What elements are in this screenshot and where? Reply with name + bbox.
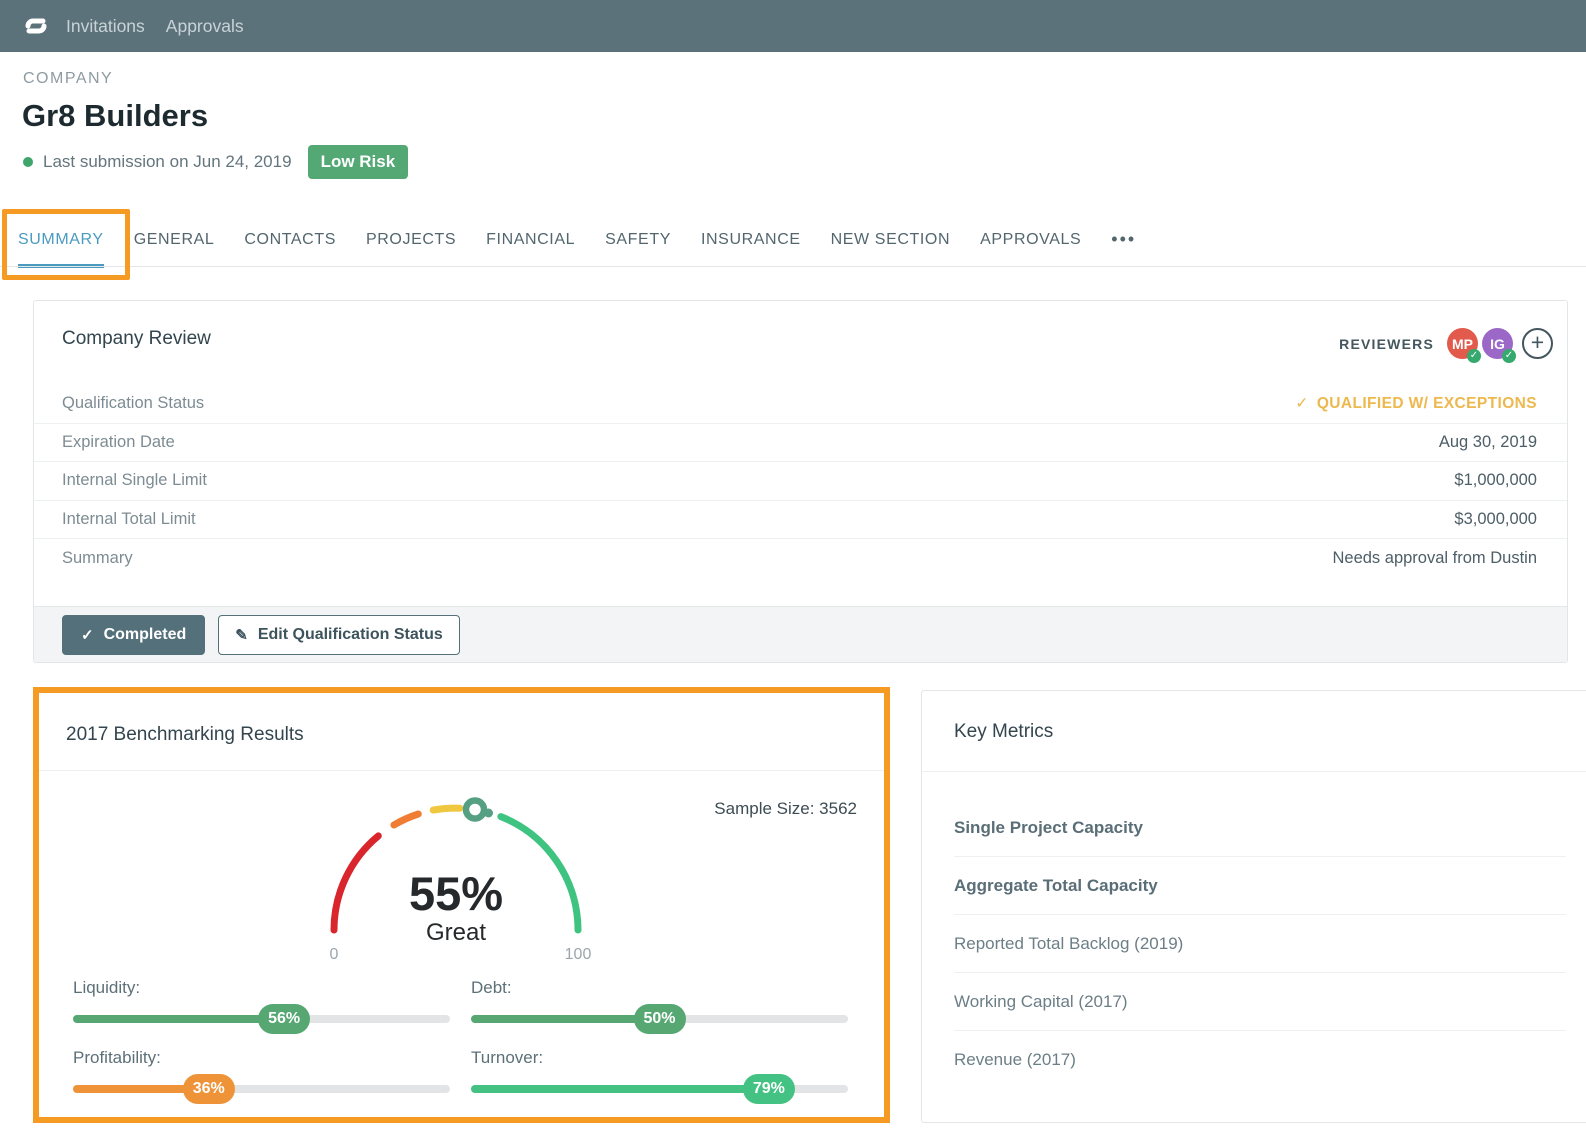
row-value: Needs approval from Dustin [1332,549,1537,568]
list-item-reported-total-backlog[interactable]: Reported Total Backlog (2019) [954,915,1566,973]
bar-liquidity: Liquidity: 56% [73,978,450,1035]
avatar[interactable]: IG ✓ [1482,328,1513,359]
list-item-revenue[interactable]: Revenue (2017) [954,1031,1566,1089]
check-icon: ✓ [81,626,94,644]
page-title: Gr8 Builders [22,98,208,134]
avatar[interactable]: MP ✓ [1447,328,1478,359]
company-review-card: Company Review REVIEWERS MP ✓ IG ✓ + Qua… [33,300,1568,663]
benchmark-bars: Liquidity: 56% Debt: 50% Profitability: [73,978,848,1105]
top-nav: Invitations Approvals [0,0,1586,52]
bar-value-pill: 79% [743,1074,795,1104]
completed-button-label: Completed [104,626,187,644]
tab-new-section[interactable]: NEW SECTION [831,231,951,264]
row-value: QUALIFIED W/ EXCEPTIONS [1317,395,1537,412]
tab-general[interactable]: GENERAL [134,231,215,264]
bar-label: Turnover: [471,1048,848,1068]
tab-bar: SUMMARY GENERAL CONTACTS PROJECTS FINANC… [18,231,1136,268]
reviewers-group: REVIEWERS MP ✓ IG ✓ + [1339,328,1553,359]
table-row: Expiration Date Aug 30, 2019 [34,424,1567,463]
gauge-rating-label: Great [426,919,486,946]
row-label: Internal Single Limit [62,471,207,490]
gauge-value: 55% [409,867,503,920]
key-metrics-card: Key Metrics Single Project Capacity Aggr… [921,690,1586,1123]
completed-button[interactable]: ✓ Completed [62,615,205,655]
row-label: Expiration Date [62,433,175,452]
tab-approvals[interactable]: APPROVALS [980,231,1081,264]
list-item-working-capital[interactable]: Working Capital (2017) [954,973,1566,1031]
bar-label: Profitability: [73,1048,450,1068]
bar-label: Debt: [471,978,848,998]
submission-status-row: Last submission on Jun 24, 2019 Low Risk [23,145,408,179]
tab-summary[interactable]: SUMMARY [18,231,104,268]
bar-debt: Debt: 50% [471,978,848,1035]
add-reviewer-button[interactable]: + [1522,328,1553,359]
divider [922,771,1586,772]
company-review-title: Company Review [62,328,211,350]
bar-turnover: Turnover: 79% [471,1048,848,1105]
tab-projects[interactable]: PROJECTS [366,231,456,264]
app-logo-icon[interactable] [22,12,50,40]
reviewer-check-icon: ✓ [1502,349,1516,363]
tab-safety[interactable]: SAFETY [605,231,671,264]
row-label: Qualification Status [62,394,204,413]
bar-fill [471,1015,660,1023]
avatar-initials: IG [1490,336,1505,352]
tabs-divider [0,266,1586,267]
bar-fill [471,1085,769,1093]
table-row: Qualification Status ✓ QUALIFIED W/ EXCEP… [34,385,1567,424]
bar-profitability: Profitability: 36% [73,1048,450,1105]
nav-item-invitations[interactable]: Invitations [66,16,145,37]
pencil-icon: ✎ [235,626,248,644]
row-label: Summary [62,549,133,568]
key-metrics-title: Key Metrics [954,721,1053,743]
benchmarking-card: 2017 Benchmarking Results Sample Size: 3… [33,687,890,1123]
bar-value-pill: 56% [258,1004,310,1034]
reviewer-check-icon: ✓ [1467,349,1481,363]
gauge-min-label: 0 [330,946,339,963]
last-submission-text: Last submission on Jun 24, 2019 [43,152,292,172]
bar-value-pill: 36% [183,1074,235,1104]
bar-label: Liquidity: [73,978,450,998]
qualification-status-value: ✓ QUALIFIED W/ EXCEPTIONS [1295,394,1537,413]
reviewers-label: REVIEWERS [1339,336,1434,352]
status-dot-icon [23,157,33,167]
company-review-rows: Qualification Status ✓ QUALIFIED W/ EXCEP… [34,385,1567,578]
gauge-marker-icon [466,801,484,819]
company-review-footer: ✓ Completed ✎ Edit Qualification Status [34,606,1567,662]
sample-size-text: Sample Size: 3562 [714,799,857,819]
table-row: Internal Single Limit $1,000,000 [34,462,1567,501]
page: Invitations Approvals COMPANY Gr8 Builde… [0,0,1586,1148]
list-item-single-project-capacity[interactable]: Single Project Capacity [954,799,1566,857]
nav-item-approvals[interactable]: Approvals [166,16,244,37]
row-label: Internal Total Limit [62,510,196,529]
benchmarking-title: 2017 Benchmarking Results [66,724,304,746]
table-row: Internal Total Limit $3,000,000 [34,501,1567,540]
row-value: $3,000,000 [1454,510,1537,529]
risk-badge: Low Risk [308,145,409,179]
tab-financial[interactable]: FINANCIAL [486,231,575,264]
company-eyebrow: COMPANY [23,70,113,88]
key-metrics-list: Single Project Capacity Aggregate Total … [954,799,1566,1089]
edit-button-label: Edit Qualification Status [258,626,443,644]
check-icon: ✓ [1295,395,1308,412]
tab-contacts[interactable]: CONTACTS [244,231,336,264]
table-row: Summary Needs approval from Dustin [34,539,1567,578]
company-review-header: Company Review REVIEWERS MP ✓ IG ✓ + [34,301,1567,385]
tab-insurance[interactable]: INSURANCE [701,231,801,264]
divider [39,770,884,771]
bar-value-pill: 50% [633,1004,685,1034]
edit-qualification-status-button[interactable]: ✎ Edit Qualification Status [218,615,459,655]
bar-fill [73,1015,284,1023]
gauge-max-label: 100 [565,946,592,963]
row-value: $1,000,000 [1454,471,1537,490]
tab-overflow-icon[interactable]: ••• [1111,231,1136,262]
benchmark-gauge-chart: 55% Great 0 100 [296,772,616,969]
list-item-aggregate-total-capacity[interactable]: Aggregate Total Capacity [954,857,1566,915]
row-value: Aug 30, 2019 [1439,433,1537,452]
